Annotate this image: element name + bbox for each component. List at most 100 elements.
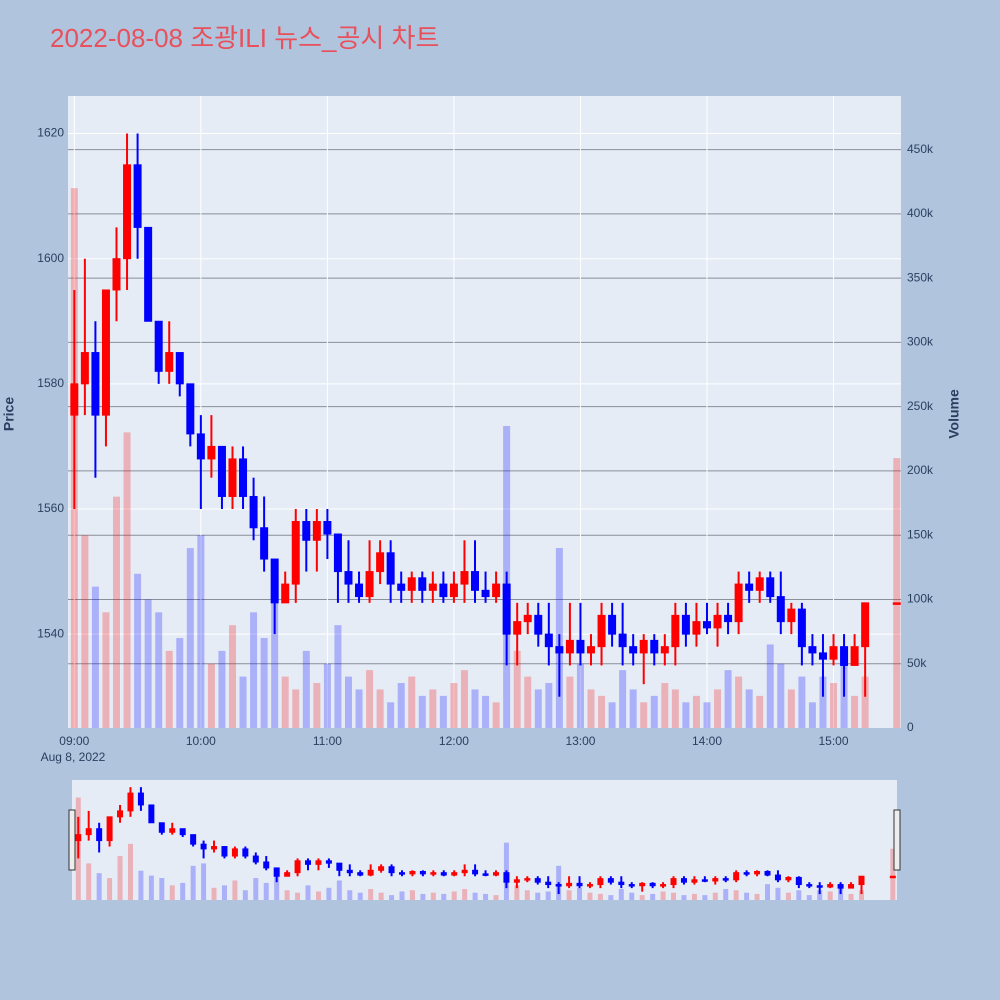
volume-bar (545, 683, 553, 728)
mini-candle-body (378, 866, 385, 871)
mini-volume-bar (723, 889, 729, 900)
candle-body (460, 571, 469, 585)
mini-candle-body (252, 855, 259, 863)
volume-bar (566, 676, 574, 728)
mini-volume-bar (232, 880, 238, 900)
volume-bar (271, 599, 279, 728)
candle-body (861, 602, 870, 648)
mini-candle-body (492, 872, 499, 876)
mini-candle-body (127, 792, 134, 812)
candle-body (291, 521, 300, 585)
candle-body (650, 639, 659, 654)
volume-bar (113, 496, 121, 728)
mini-candle-body (231, 848, 238, 857)
volume-bar (682, 702, 690, 728)
candle-body (365, 571, 374, 598)
volume-bar (429, 689, 437, 728)
x-tick-label: 09:00 (59, 734, 89, 748)
volume-bar (482, 695, 490, 728)
mini-candle-body (586, 884, 593, 887)
candle-body (333, 533, 342, 573)
volume-bar (250, 612, 258, 728)
mini-volume-bar (169, 885, 175, 900)
volume-bar (376, 689, 384, 728)
volume-bar (893, 458, 901, 728)
mini-volume-bar (305, 885, 311, 900)
mini-candle-body (158, 822, 165, 833)
volume-bar (144, 599, 152, 728)
candle-body (376, 552, 385, 573)
mini-volume-bar (368, 889, 374, 900)
mini-candle-body (451, 872, 458, 876)
mini-candle-body (639, 882, 646, 887)
candle-body (91, 352, 100, 416)
mini-candle-body (837, 884, 844, 889)
mini-volume-bar (535, 892, 541, 900)
volume-bar (239, 676, 247, 728)
volume-bar (671, 689, 679, 728)
y-tick-label: 1620 (37, 126, 64, 140)
mini-volume-bar (211, 887, 217, 900)
y-tick-label: 1540 (37, 626, 64, 640)
mini-candle-body (524, 878, 531, 881)
mini-candle-body (503, 872, 510, 883)
mini-candle-body (430, 872, 437, 875)
mini-volume-bar (765, 884, 771, 900)
mini-volume-bar (702, 895, 708, 900)
mini-candle-body (576, 882, 583, 887)
slider-handle[interactable] (68, 809, 76, 871)
candle-body (207, 445, 216, 460)
y2-tick-label: 0 (907, 720, 914, 734)
y2-tick-label: 400k (907, 206, 934, 220)
y2-tick-label: 50k (907, 656, 927, 670)
mini-candle-body (555, 884, 562, 887)
candle-body (133, 164, 142, 228)
volume-bar (598, 695, 606, 728)
mini-candle-body (399, 872, 405, 875)
mini-volume-bar (660, 891, 666, 900)
candle-body (144, 226, 153, 322)
volume-bar (661, 683, 669, 728)
mini-candle-body (712, 878, 719, 882)
range-slider[interactable] (72, 780, 897, 900)
mini-candle-body (795, 876, 802, 886)
mini-candle-body (680, 878, 687, 883)
candle-body (428, 583, 437, 591)
candle-body (745, 583, 754, 591)
volume-bar (534, 689, 542, 728)
volume-bar (777, 663, 785, 728)
mini-volume-bar (472, 892, 478, 900)
mini-volume-bar (263, 882, 269, 900)
mini-candle-body (294, 860, 301, 874)
mini-volume-bar (253, 878, 259, 900)
candle-body (776, 596, 785, 623)
mini-volume-bar (597, 893, 603, 900)
candle-body (787, 608, 796, 623)
candle-body (397, 583, 406, 591)
volume-bar (91, 586, 99, 728)
mini-candle-body (409, 870, 416, 875)
mini-volume-bar (566, 890, 572, 900)
volume-bar (692, 695, 700, 728)
volume-bar (756, 695, 764, 728)
candle-body (544, 633, 553, 648)
mini-candle-body (513, 879, 520, 883)
mini-candle-body (336, 862, 343, 871)
volume-bar (808, 702, 816, 728)
volume-bar (724, 670, 732, 728)
y-axis-label: Price (1, 397, 17, 431)
x-tick-label: 14:00 (692, 734, 722, 748)
mini-candle-body (858, 875, 865, 886)
mini-candle-body (649, 882, 656, 887)
candle-body (608, 614, 617, 635)
mini-volume-bar (284, 890, 290, 900)
volume-bar (745, 689, 753, 728)
volume-bar (176, 638, 184, 728)
slider-handle[interactable] (893, 809, 901, 871)
volume-bar (471, 689, 479, 728)
candle-body (80, 352, 89, 385)
candle-body (196, 433, 205, 460)
mini-candle-body (85, 828, 92, 836)
mini-candle-body (722, 878, 729, 881)
